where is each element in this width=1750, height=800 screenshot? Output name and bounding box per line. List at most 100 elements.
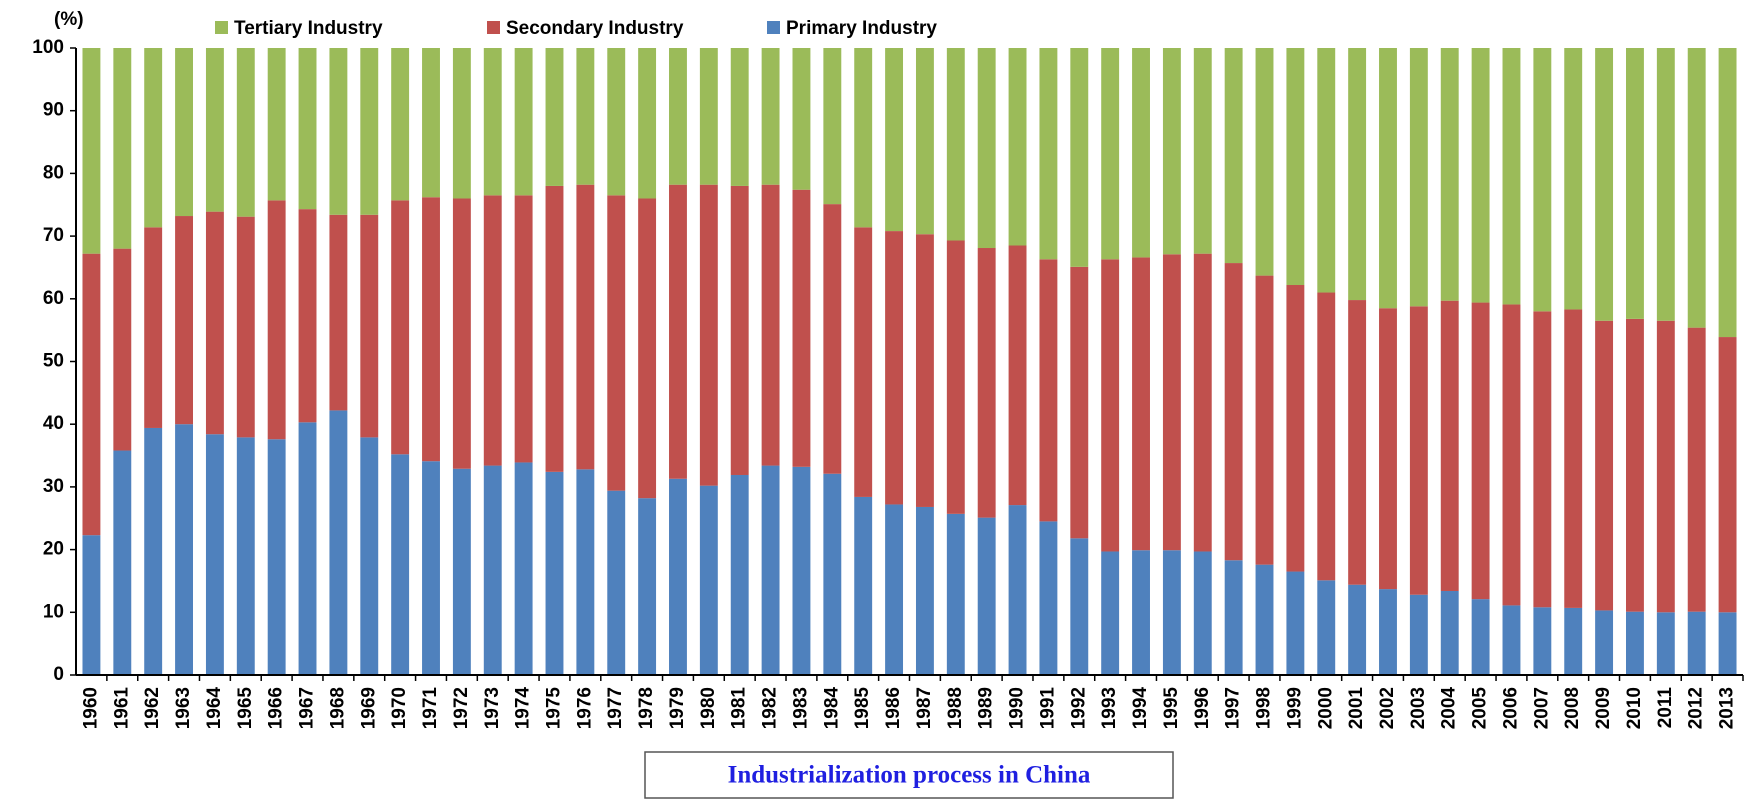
bar-segment bbox=[977, 517, 996, 675]
bar-segment bbox=[329, 410, 348, 675]
bar-segment bbox=[82, 535, 101, 675]
y-tick-label: 50 bbox=[43, 351, 64, 372]
x-tick-label: 1972 bbox=[451, 687, 472, 729]
bar-segment bbox=[391, 200, 410, 455]
bar-segment bbox=[823, 204, 842, 474]
bar-segment bbox=[638, 498, 657, 675]
bar-segment bbox=[236, 48, 255, 217]
bar-segment bbox=[514, 48, 533, 196]
legend-swatch bbox=[215, 21, 228, 34]
bar-segment bbox=[1533, 48, 1552, 312]
x-tick-label: 1986 bbox=[883, 687, 904, 729]
bar-segment bbox=[236, 216, 255, 438]
x-tick-label: 1975 bbox=[544, 687, 565, 730]
bar-segment bbox=[1101, 259, 1120, 552]
x-tick-label: 1980 bbox=[698, 687, 719, 729]
x-tick-label: 1969 bbox=[358, 687, 379, 729]
bar-segment bbox=[514, 195, 533, 463]
bar-segment bbox=[977, 48, 996, 249]
bar-segment bbox=[1193, 253, 1212, 552]
x-tick-label: 1992 bbox=[1068, 687, 1089, 729]
title-box bbox=[644, 751, 1174, 799]
bar-segment bbox=[1533, 311, 1552, 608]
x-tick-label: 1960 bbox=[80, 687, 101, 729]
bar-segment bbox=[823, 473, 842, 675]
bar-segment bbox=[483, 465, 502, 675]
bar-segment bbox=[113, 48, 132, 249]
bar-segment bbox=[144, 227, 163, 428]
y-tick-label: 30 bbox=[43, 476, 64, 497]
bar-segment bbox=[576, 48, 595, 185]
bar-segment bbox=[205, 211, 224, 435]
bar-segment bbox=[205, 434, 224, 675]
bar-segment bbox=[854, 496, 873, 675]
bar-segment bbox=[1471, 599, 1490, 675]
bar-segment bbox=[452, 48, 471, 199]
bar-segment bbox=[607, 490, 626, 675]
x-tick-label: 2007 bbox=[1531, 687, 1552, 729]
x-tick-label: 1993 bbox=[1099, 687, 1120, 729]
x-tick-label: 2004 bbox=[1439, 687, 1460, 730]
bar-segment bbox=[669, 478, 687, 675]
bar-segment bbox=[422, 461, 440, 675]
bar-segment bbox=[1162, 254, 1181, 551]
bar-segment bbox=[1224, 48, 1243, 264]
bar-segment bbox=[946, 240, 965, 514]
x-tick-label: 2012 bbox=[1686, 687, 1707, 729]
x-tick-label: 1970 bbox=[389, 687, 410, 729]
x-tick-label: 1971 bbox=[420, 687, 441, 730]
bar-segment bbox=[1409, 48, 1428, 307]
bar-segment bbox=[1008, 505, 1027, 675]
bar-segment bbox=[452, 468, 471, 675]
x-tick-label: 2009 bbox=[1593, 687, 1614, 729]
x-tick-label: 1984 bbox=[821, 687, 842, 730]
bar-segment bbox=[1039, 259, 1058, 522]
x-tick-label: 1985 bbox=[852, 687, 873, 730]
x-tick-label: 2011 bbox=[1655, 687, 1676, 729]
x-tick-label: 1963 bbox=[173, 687, 194, 729]
y-tick-label: 80 bbox=[43, 162, 64, 183]
bar-segment bbox=[1348, 300, 1367, 585]
bar-segment bbox=[360, 437, 379, 675]
x-tick-label: 1979 bbox=[667, 687, 688, 729]
x-tick-label: 1973 bbox=[482, 687, 503, 729]
bar-segment bbox=[1255, 564, 1274, 675]
bar-segment bbox=[298, 422, 317, 675]
bar-segment bbox=[422, 48, 440, 198]
bar-segment bbox=[205, 48, 224, 212]
bar-segment bbox=[545, 471, 564, 675]
legend-swatch bbox=[487, 21, 500, 34]
bar-segment bbox=[483, 195, 502, 466]
bar-segment bbox=[1626, 48, 1644, 319]
bar-segment bbox=[1626, 318, 1644, 612]
bar-segment bbox=[1718, 612, 1737, 675]
bar-segment bbox=[1224, 560, 1243, 675]
x-tick-label: 1987 bbox=[914, 687, 935, 729]
x-tick-label: 1981 bbox=[729, 687, 750, 730]
bar-segment bbox=[1502, 605, 1521, 675]
bar-segment bbox=[1718, 337, 1737, 613]
bar-segment bbox=[1317, 292, 1336, 581]
x-tick-label: 1962 bbox=[142, 687, 163, 729]
bar-segment bbox=[1595, 320, 1614, 611]
y-tick-label: 0 bbox=[53, 664, 64, 685]
bar-segment bbox=[1162, 550, 1181, 675]
legend-swatch bbox=[767, 21, 780, 34]
bar-segment bbox=[730, 48, 749, 186]
x-tick-label: 2010 bbox=[1624, 687, 1645, 729]
bar-segment bbox=[113, 450, 132, 675]
bar-segment bbox=[360, 214, 379, 438]
bar-segment bbox=[329, 214, 348, 411]
bar-segment bbox=[885, 48, 904, 232]
x-tick-label: 1968 bbox=[327, 687, 348, 729]
x-tick-label: 1977 bbox=[605, 687, 626, 729]
bar-segment bbox=[514, 462, 533, 675]
x-tick-label: 1997 bbox=[1223, 687, 1244, 729]
bar-segment bbox=[144, 48, 163, 228]
bar-segment bbox=[1595, 610, 1614, 675]
bar-segment bbox=[82, 253, 101, 536]
bar-segment bbox=[1440, 590, 1459, 675]
x-tick-label: 1989 bbox=[976, 687, 997, 729]
x-tick-label: 1964 bbox=[204, 687, 225, 730]
bar-segment bbox=[1255, 48, 1274, 276]
